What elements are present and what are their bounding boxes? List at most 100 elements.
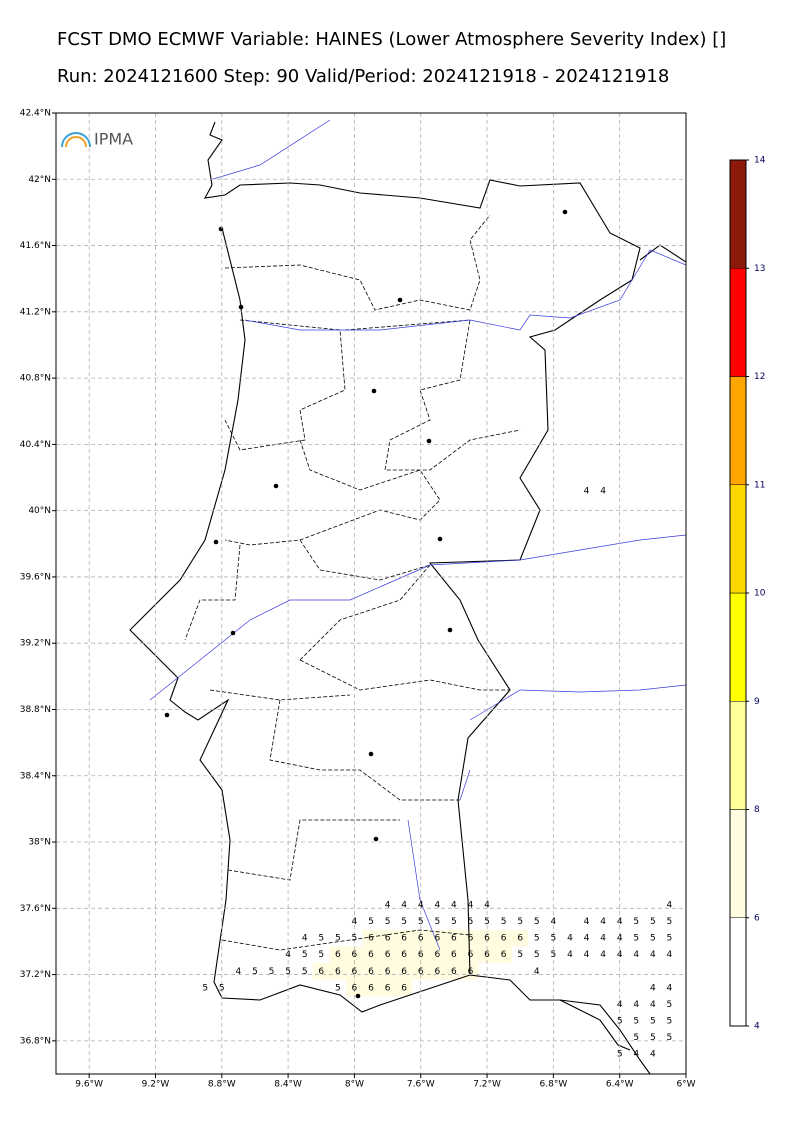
value-label: 6 (335, 967, 341, 977)
shaded-cell (329, 946, 347, 963)
colorbar-segment (729, 809, 747, 918)
y-tick-label: 42°N (28, 175, 51, 185)
shaded-cell (462, 946, 479, 963)
value-label: 4 (401, 900, 407, 910)
value-label: 4 (584, 486, 590, 496)
value-label: 6 (434, 934, 440, 944)
value-label: 4 (633, 1050, 639, 1060)
value-label: 6 (468, 967, 474, 977)
value-label: 5 (667, 934, 673, 944)
value-label: 5 (551, 950, 557, 960)
colorbar-segment (729, 592, 747, 702)
shaded-cell (412, 929, 430, 947)
colorbar-label: 9 (754, 697, 760, 707)
value-label: 4 (484, 900, 490, 910)
colorbar-label: 11 (754, 480, 765, 490)
value-label: 5 (534, 950, 540, 960)
map-frame (55, 112, 687, 1075)
colorbar-label: 4 (754, 1022, 760, 1032)
value-label: 6 (318, 967, 324, 977)
value-label: 4 (534, 967, 540, 977)
shaded-cell (395, 929, 413, 947)
shaded-cell (511, 929, 529, 947)
value-label: 5 (650, 917, 656, 927)
value-label: 4 (285, 950, 291, 960)
colorbar-label: 14 (754, 156, 766, 166)
value-label: 4 (352, 917, 358, 927)
value-label: 4 (633, 1000, 639, 1010)
y-tick-label: 41.6°N (20, 241, 51, 251)
value-label: 4 (667, 950, 673, 960)
colorbar-label: 12 (754, 372, 765, 382)
value-label: 5 (368, 917, 374, 927)
shaded-cell (429, 946, 446, 963)
value-label: 5 (517, 917, 523, 927)
value-label: 6 (352, 950, 358, 960)
value-label: 5 (667, 1033, 673, 1043)
shaded-cell (312, 962, 330, 980)
x-tick-label: 8.8°W (208, 1080, 236, 1090)
value-label: 5 (501, 917, 507, 927)
value-label: 5 (219, 983, 225, 993)
value-label: 4 (584, 917, 590, 927)
shaded-cell (395, 946, 413, 963)
value-label: 6 (418, 934, 424, 944)
value-label: 6 (368, 967, 374, 977)
shaded-cell (346, 979, 363, 997)
value-label: 5 (252, 967, 258, 977)
shaded-cell (362, 929, 380, 947)
value-label: 4 (650, 950, 656, 960)
value-label: 6 (451, 950, 457, 960)
value-label: 4 (600, 917, 606, 927)
value-label: 6 (468, 950, 474, 960)
value-label: 4 (468, 900, 474, 910)
x-tick-label: 6.8°W (540, 1080, 568, 1090)
value-label: 4 (600, 934, 606, 944)
shaded-cell (495, 946, 512, 963)
value-label: 4 (584, 950, 590, 960)
value-label: 5 (434, 917, 440, 927)
value-label: 6 (418, 967, 424, 977)
shaded-cell (379, 946, 396, 963)
value-label: 4 (617, 950, 623, 960)
value-label: 5 (285, 967, 291, 977)
colorbar-segment (729, 917, 747, 1027)
value-label: 5 (401, 917, 407, 927)
y-tick-label: 40°N (28, 506, 51, 516)
shaded-cell (362, 962, 380, 980)
shaded-cell (445, 962, 463, 980)
y-tick-label: 40.8°N (20, 374, 51, 384)
value-label: 6 (484, 934, 490, 944)
shaded-cell (379, 979, 396, 997)
value-label: 5 (633, 917, 639, 927)
y-tick-label: 40.4°N (20, 440, 51, 450)
x-tick-label: 6.4°W (606, 1080, 634, 1090)
value-label: 6 (352, 983, 358, 993)
value-label: 5 (202, 983, 208, 993)
value-label: 4 (600, 486, 606, 496)
value-label: 5 (534, 917, 540, 927)
value-label: 6 (368, 983, 374, 993)
value-label: 6 (451, 934, 457, 944)
y-tick-label: 41.2°N (20, 307, 51, 317)
shaded-cell (445, 929, 463, 947)
shaded-cell (362, 979, 380, 997)
coastline (129, 227, 471, 1013)
title: FCST DMO ECMWF Variable: HAINES (Lower A… (57, 29, 726, 50)
value-label: 5 (650, 1033, 656, 1043)
shaded-cell (495, 929, 512, 947)
value-label: 5 (617, 1016, 623, 1026)
value-label: 4 (551, 917, 557, 927)
colorbar-label: 10 (754, 589, 766, 599)
subtitle: Run: 2024121600 Step: 90 Valid/Period: 2… (57, 66, 669, 87)
value-label: 5 (650, 934, 656, 944)
value-label: 6 (385, 967, 391, 977)
colorbar-label: 8 (754, 805, 760, 815)
value-label: 6 (401, 983, 407, 993)
shaded-cell (478, 929, 496, 947)
value-label: 5 (667, 1016, 673, 1026)
y-tick-label: 39.2°N (20, 639, 51, 649)
shaded-cell (429, 962, 446, 980)
y-tick-label: 37.2°N (20, 970, 51, 980)
value-label: 6 (401, 934, 407, 944)
